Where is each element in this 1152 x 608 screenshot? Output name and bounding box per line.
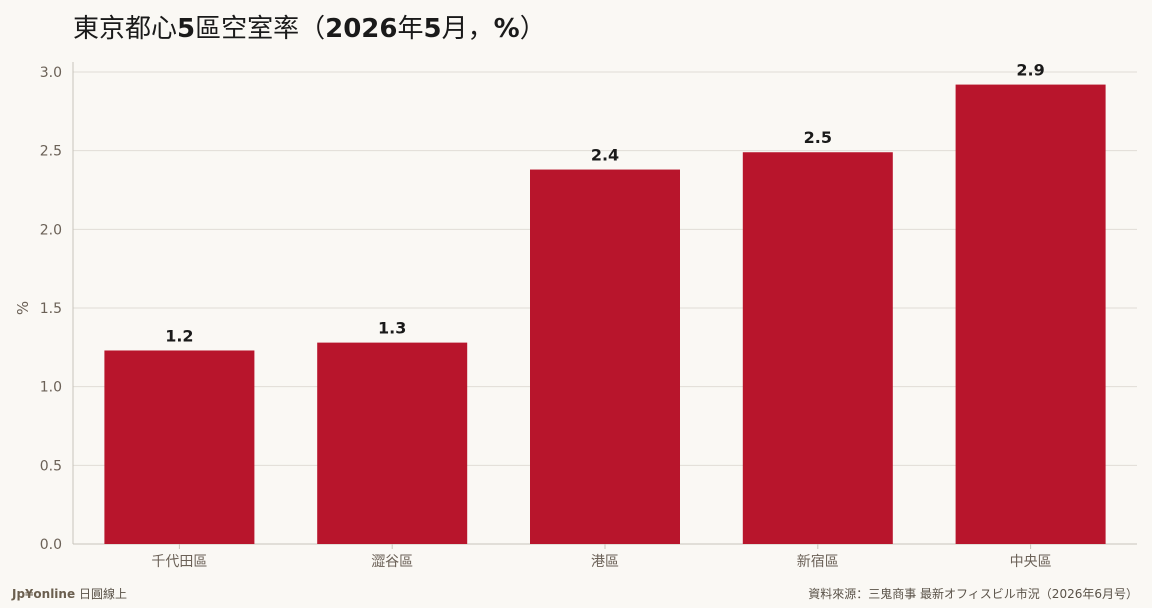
title-segment: 5 <box>423 14 442 44</box>
x-tick-label: 港區 <box>591 554 619 570</box>
y-tick-label: 0.5 <box>40 458 62 474</box>
bar-4 <box>742 152 893 545</box>
title-segment: % <box>493 14 520 44</box>
data-label: 1.2 <box>165 326 193 345</box>
y-axis-label: % <box>14 301 32 315</box>
x-tick-label: 新宿區 <box>797 553 839 570</box>
title-segment: 年 <box>397 14 424 44</box>
title-segment: 月， <box>441 14 494 44</box>
bar-2 <box>317 342 468 544</box>
x-tick-label: 中央區 <box>1010 554 1052 570</box>
data-label: 2.4 <box>591 146 619 165</box>
x-tick-label: 千代田區 <box>151 554 207 570</box>
y-tick-label: 2.0 <box>40 222 62 238</box>
title-segment: 東京都心 <box>73 14 178 44</box>
data-label: 1.3 <box>378 319 406 338</box>
title-segment: 區空室率（ <box>195 14 326 44</box>
data-label: 2.9 <box>1016 61 1044 80</box>
chart-title: 東京都心5區空室率（2026年5月，%） <box>73 8 546 45</box>
bar-5 <box>955 84 1106 544</box>
data-label: 2.5 <box>804 128 832 147</box>
y-tick-label: 0.0 <box>40 537 62 553</box>
title-segment: 5 <box>177 14 196 44</box>
title-segment: 2026 <box>325 14 398 44</box>
title-segment: ） <box>519 14 546 44</box>
source-note: 資料來源：三鬼商事 最新オフィスビル市況（2026年6月号） <box>808 587 1138 601</box>
y-tick-label: 1.5 <box>40 301 62 317</box>
x-tick-label: 澀谷區 <box>371 554 413 570</box>
y-tick-label: 2.5 <box>40 144 62 160</box>
brand-suffix: 日圓線上 <box>78 587 127 601</box>
bar-1 <box>104 350 255 544</box>
brand-footer: Jp¥online 日圓線上 <box>12 585 127 602</box>
y-tick-label: 3.0 <box>40 65 62 81</box>
y-tick-label: 1.0 <box>40 380 62 396</box>
brand-logo-text: Jp¥online <box>12 587 76 601</box>
bar-3 <box>530 169 680 544</box>
